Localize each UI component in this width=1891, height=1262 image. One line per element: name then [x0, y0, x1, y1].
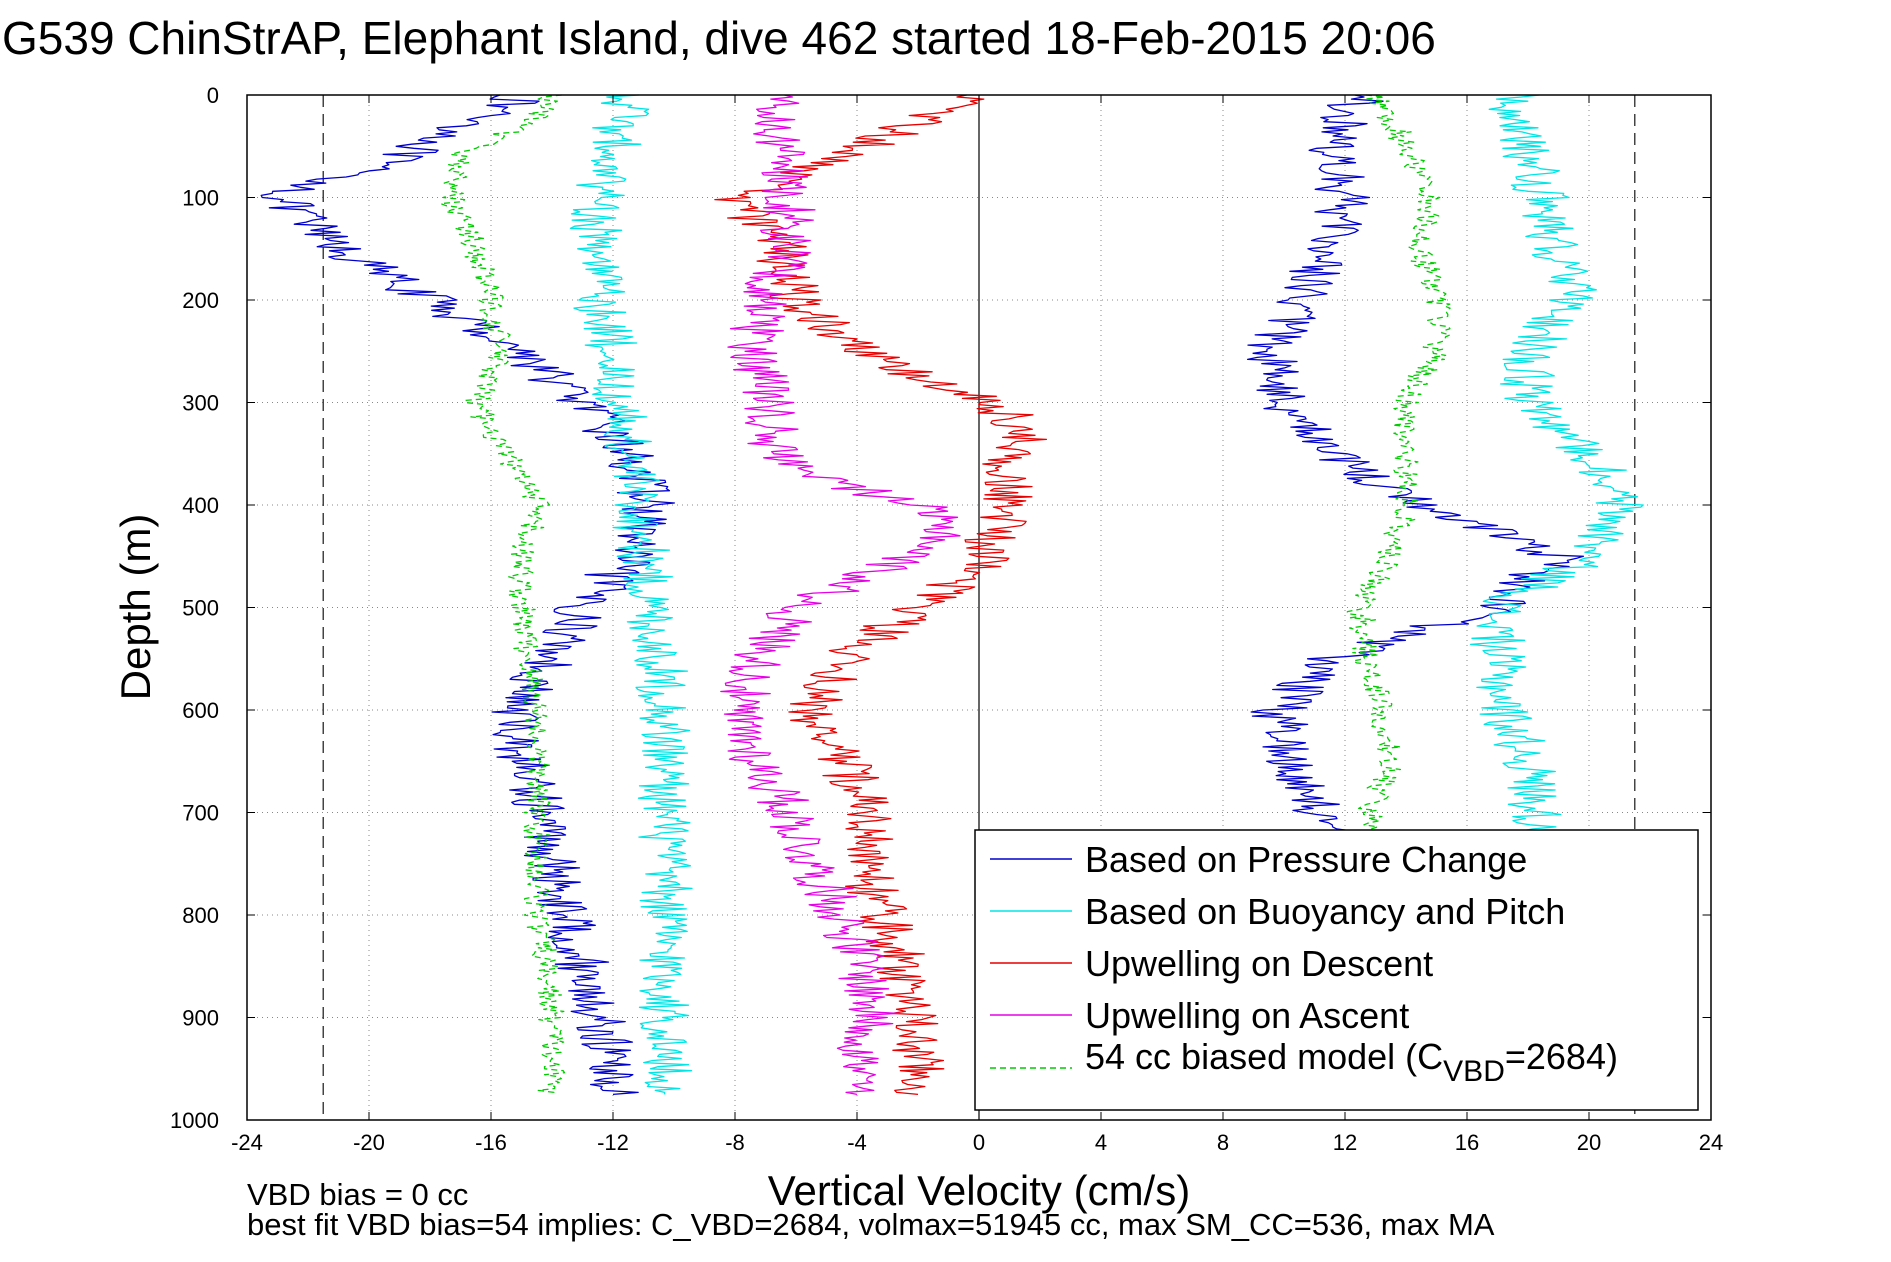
legend-label-upwelling-ascent: Upwelling on Ascent [1085, 995, 1409, 1036]
x-tick-label: 12 [1333, 1130, 1357, 1155]
y-tick-label: 700 [182, 801, 219, 826]
x-tick-label: 4 [1095, 1130, 1107, 1155]
series-group [260, 94, 1644, 1096]
y-tick-label: 100 [182, 186, 219, 211]
x-tick-label: 20 [1577, 1130, 1601, 1155]
y-axis-label: Depth (m) [112, 514, 159, 701]
legend-label-biased-model: 54 cc biased model (CVBD=2684) [1085, 1036, 1618, 1088]
y-tick-label: 900 [182, 1006, 219, 1031]
series-line [720, 94, 961, 1096]
y-tick-label: 400 [182, 493, 219, 518]
series-line [1246, 94, 1585, 834]
annotation-vbd-bias: VBD bias = 0 cc [247, 1177, 468, 1212]
legend-label-pressure: Based on Pressure Change [1085, 839, 1527, 880]
series-line [1346, 94, 1451, 834]
x-tick-label: -4 [847, 1130, 867, 1155]
chart-title: G539 ChinStrAP, Elephant Island, dive 46… [2, 12, 1436, 64]
y-tick-label: 800 [182, 903, 219, 928]
legend-box [974, 829, 1699, 1111]
legend-model-tail: =2684) [1505, 1036, 1618, 1077]
y-tick-label: 500 [182, 596, 219, 621]
x-tick-label: -16 [475, 1130, 507, 1155]
legend-model-main: 54 cc biased model (C [1085, 1036, 1443, 1077]
series-line [1469, 94, 1644, 834]
x-axis-label: Vertical Velocity (cm/s) [768, 1167, 1190, 1214]
x-tick-label: 16 [1455, 1130, 1479, 1155]
annotation-best-fit: best fit VBD bias=54 implies: C_VBD=2684… [247, 1207, 1495, 1242]
legend-model-subscript: VBD [1443, 1055, 1505, 1088]
x-tick-label: 0 [973, 1130, 985, 1155]
y-tick-label: 300 [182, 391, 219, 416]
x-tick-label: -8 [725, 1130, 745, 1155]
series-line [714, 94, 1048, 1096]
y-tick-label: 0 [207, 83, 219, 108]
legend-samples [990, 858, 1072, 1069]
legend-label-buoyancy: Based on Buoyancy and Pitch [1085, 891, 1565, 932]
series-line [569, 94, 693, 1095]
legend-label-upwelling-descent: Upwelling on Descent [1085, 943, 1433, 984]
series-line [440, 94, 566, 1095]
x-tick-label: -24 [231, 1130, 263, 1155]
x-tick-label: 24 [1699, 1130, 1723, 1155]
x-tick-label: -12 [597, 1130, 629, 1155]
legend: Based on Pressure Change Based on Buoyan… [974, 829, 1699, 1111]
y-tick-label: 200 [182, 288, 219, 313]
y-tick-label: 1000 [170, 1108, 219, 1133]
y-tick-labels: 0 100 200 300 400 500 600 700 800 900 1000 [170, 83, 219, 1133]
y-tick-label: 600 [182, 698, 219, 723]
x-tick-labels: -24 -20 -16 -12 -8 -4 0 4 8 12 16 20 24 [231, 1130, 1723, 1155]
tick-marks [246, 94, 1712, 1121]
series-line [260, 94, 676, 1096]
x-tick-label: 8 [1217, 1130, 1229, 1155]
x-tick-label: -20 [353, 1130, 385, 1155]
